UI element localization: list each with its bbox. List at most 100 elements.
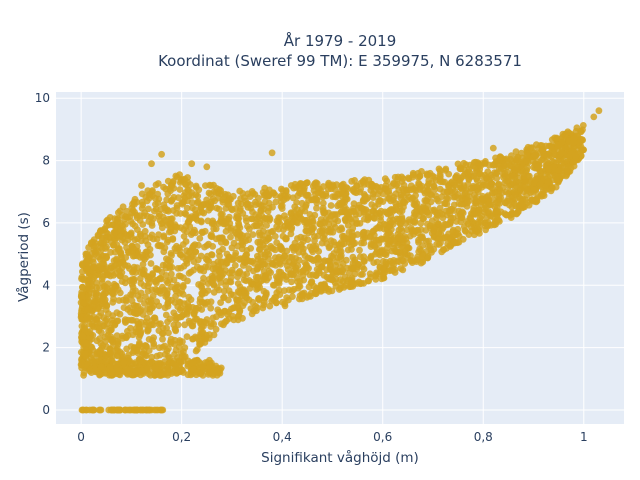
data-point [390,194,398,201]
data-point [458,208,466,216]
data-point [275,253,283,261]
data-point [190,310,198,317]
data-point [115,367,123,375]
data-point [83,259,91,267]
data-point [523,152,531,159]
data-point [436,167,444,175]
data-point [533,196,540,204]
data-point [281,212,288,220]
data-point [404,174,412,182]
data-point [392,182,400,190]
data-point [105,310,112,318]
data-point [106,349,114,357]
data-point [129,317,137,324]
data-point [416,186,424,193]
data-point [479,181,487,189]
data-point [530,186,537,194]
data-point [440,234,448,242]
data-point [339,266,347,274]
data-point [287,209,295,217]
data-point [210,289,218,296]
data-point [314,185,322,193]
data-point [157,406,165,414]
data-point [212,325,220,333]
data-point [183,333,191,340]
data-point [244,190,252,198]
data-point [129,252,137,260]
data-point [356,246,363,254]
data-point [219,196,227,204]
data-point [146,245,154,253]
data-point [90,406,98,414]
data-point [535,162,542,170]
data-point [139,221,147,228]
data-point [204,263,212,271]
data-point [136,212,144,220]
data-point [110,280,118,288]
data-point [485,208,493,216]
data-point [448,178,456,186]
data-point [186,319,194,327]
data-point [317,221,324,228]
data-point [139,261,147,268]
data-point [273,239,281,247]
data-point [337,248,345,256]
data-point [511,200,518,207]
data-point [120,359,128,367]
data-point [386,223,394,230]
data-point [96,271,104,279]
data-point [294,219,301,227]
data-point [132,406,140,414]
data-point [155,231,163,239]
data-point [446,187,454,195]
data-point [99,260,106,267]
data-point [88,335,95,343]
data-point [142,342,150,350]
data-point [466,214,474,222]
data-point [255,295,263,302]
data-point [98,279,106,287]
data-point [268,149,276,157]
data-point [234,199,242,207]
data-point [275,286,283,294]
data-point [104,331,112,339]
data-point [242,277,250,285]
data-point [532,176,539,184]
data-point [379,257,387,265]
data-point [541,151,549,158]
data-point [195,186,203,194]
data-point [171,285,179,293]
data-point [297,233,305,241]
data-point [272,299,280,307]
data-point [122,213,129,221]
data-point [538,156,545,164]
data-point [168,296,175,304]
data-point [302,227,310,235]
data-point [173,202,181,209]
data-point [264,262,271,270]
data-point [488,213,496,221]
data-point [351,270,359,278]
data-point [225,196,233,204]
data-point [181,344,189,352]
data-point [239,271,247,279]
data-point [553,176,560,184]
data-point [138,182,145,189]
data-point [154,199,162,207]
data-point [105,406,113,414]
data-point [305,191,312,199]
data-point [197,203,205,211]
data-point [146,322,153,330]
data-point [167,221,174,229]
data-point [299,291,307,298]
data-point [514,164,521,172]
data-point [449,232,457,240]
data-point [84,306,92,313]
data-point [453,172,461,179]
data-point [319,234,327,242]
data-point [136,341,144,348]
data-point [555,167,562,175]
data-point [152,265,160,272]
data-point [199,329,207,336]
data-point [225,308,233,316]
